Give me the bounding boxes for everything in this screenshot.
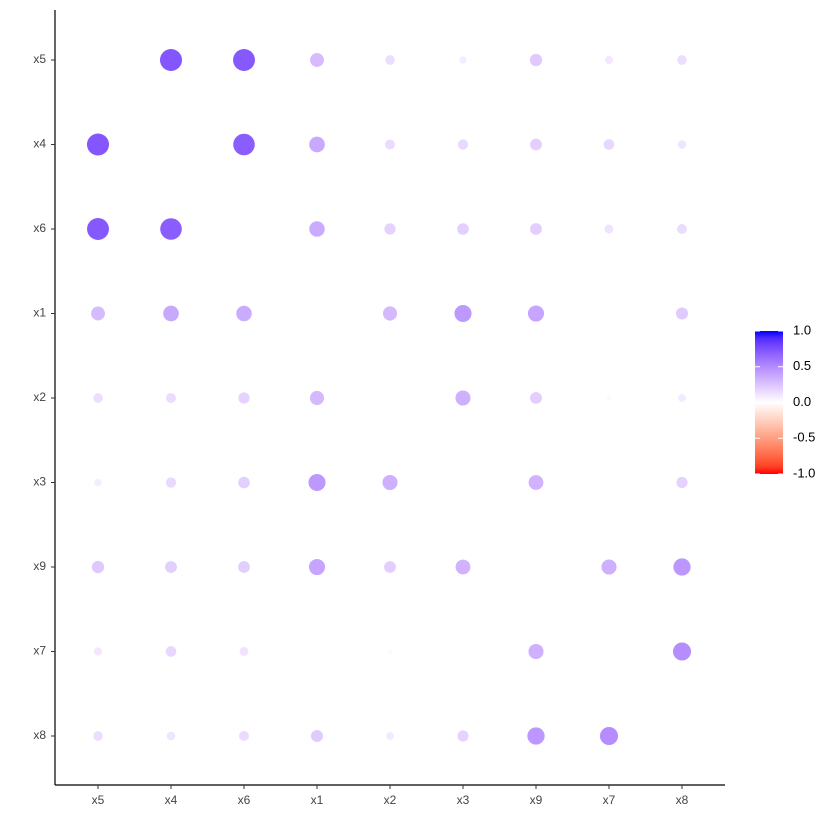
corr-point: [93, 647, 103, 656]
corr-point: [382, 474, 398, 491]
corr-point: [672, 642, 692, 661]
corr-point: [310, 729, 324, 743]
corr-point: [233, 133, 255, 156]
corr-point: [387, 649, 393, 654]
y-tick-label: x9: [33, 559, 46, 573]
corr-point: [457, 730, 469, 742]
corr-point: [239, 647, 249, 656]
corr-point: [457, 139, 469, 150]
corr-point: [530, 392, 542, 404]
corr-point: [530, 223, 542, 235]
corr-point: [165, 561, 177, 573]
corr-point: [236, 305, 252, 322]
y-tick-label: x8: [33, 728, 46, 742]
corr-point: [382, 306, 398, 321]
corr-point: [238, 392, 250, 404]
legend-label: -1.0: [793, 465, 815, 480]
y-tick-label: x7: [33, 644, 46, 658]
corr-point: [384, 561, 396, 573]
x-tick-label: x8: [676, 793, 689, 807]
corr-point: [454, 304, 472, 323]
corr-point: [529, 53, 543, 67]
corr-point: [159, 48, 183, 72]
corr-point: [94, 478, 102, 487]
corr-point: [239, 731, 249, 741]
y-tick-label: x5: [33, 52, 46, 66]
x-tick-label: x6: [238, 793, 251, 807]
corr-point: [677, 224, 687, 234]
corr-point: [385, 139, 395, 150]
legend-label: 0.0: [793, 394, 811, 409]
corr-point: [163, 305, 179, 322]
y-tick-label: x2: [33, 390, 46, 404]
corr-point: [93, 731, 103, 741]
corr-point: [91, 306, 105, 321]
corr-point: [527, 727, 545, 745]
corr-point: [165, 646, 177, 657]
corr-point: [455, 390, 471, 406]
corr-point: [166, 731, 176, 741]
corr-point: [166, 393, 176, 403]
x-tick-label: x7: [603, 793, 616, 807]
legend-label: 0.5: [793, 358, 811, 373]
x-tick-label: x3: [457, 793, 470, 807]
corr-point: [603, 139, 615, 150]
y-tick-label: x4: [33, 137, 46, 151]
y-tick-label: x6: [33, 221, 46, 235]
x-tick-label: x5: [92, 793, 105, 807]
corr-point: [309, 390, 325, 406]
corr-point: [606, 395, 612, 401]
corr-point: [528, 643, 544, 660]
corr-point: [459, 56, 467, 64]
corr-point: [455, 559, 471, 575]
corr-point: [530, 138, 542, 151]
corr-point: [676, 476, 688, 489]
corr-point: [528, 475, 544, 490]
y-tick-label: x1: [33, 306, 46, 320]
corr-point: [93, 393, 103, 403]
corr-point: [91, 560, 105, 574]
corr-point: [86, 133, 110, 156]
legend-label: -0.5: [793, 430, 815, 445]
corr-point: [677, 140, 687, 149]
corr-point: [165, 477, 177, 488]
corr-point: [87, 218, 109, 240]
x-tick-label: x4: [165, 793, 178, 807]
corr-point: [601, 559, 617, 575]
corr-point: [677, 55, 687, 65]
corr-point: [238, 561, 250, 573]
x-tick-label: x2: [384, 793, 397, 807]
corr-point: [599, 726, 619, 746]
corr-point: [309, 136, 325, 153]
corr-point: [604, 55, 614, 65]
corr-point: [308, 473, 326, 492]
corr-point: [604, 224, 614, 234]
corr-point: [673, 558, 691, 576]
corr-point: [457, 223, 469, 235]
x-tick-label: x1: [311, 793, 324, 807]
corr-point: [233, 49, 255, 71]
corr-point: [675, 307, 689, 320]
corr-point: [308, 558, 326, 576]
corr-point: [309, 221, 325, 237]
corr-point: [678, 394, 686, 402]
corr-point: [386, 732, 394, 740]
corr-point: [384, 223, 396, 235]
legend-label: 1.0: [793, 322, 811, 337]
corr-point: [527, 305, 545, 322]
y-tick-label: x3: [33, 475, 46, 489]
corr-point: [385, 55, 395, 65]
corr-point: [238, 476, 250, 489]
corr-point: [160, 218, 182, 240]
x-tick-label: x9: [530, 793, 543, 807]
corr-point: [310, 53, 324, 67]
